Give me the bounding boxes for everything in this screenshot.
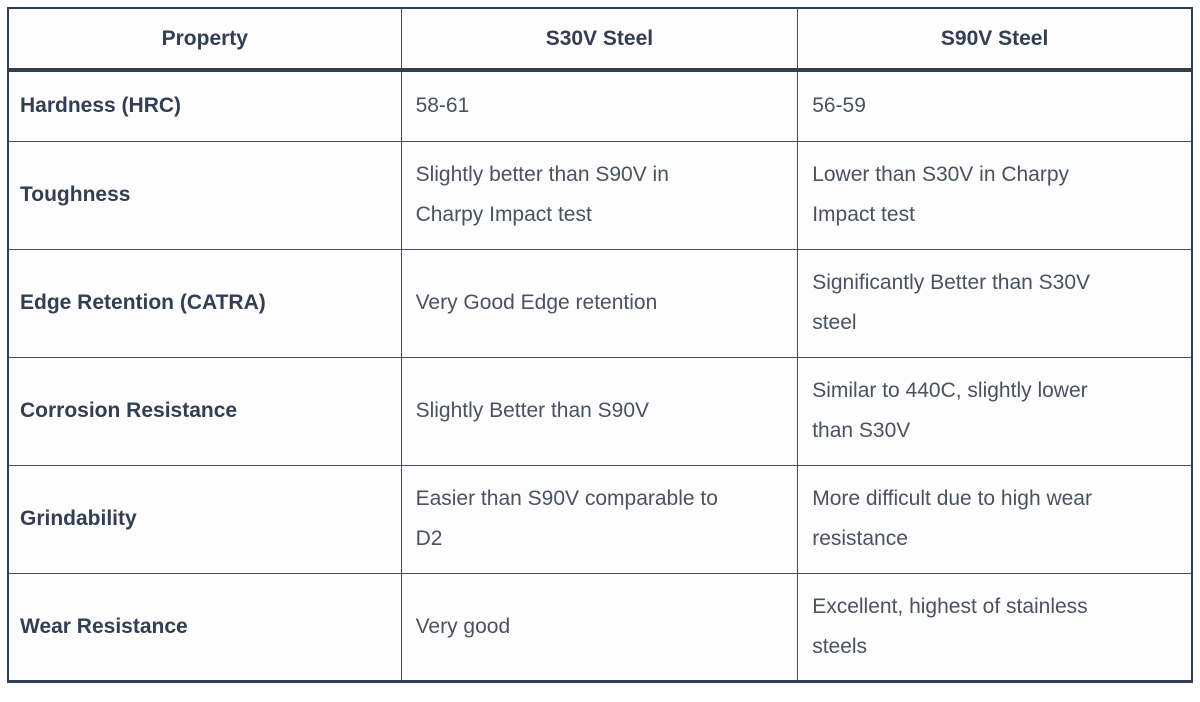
table-row-edge-retention: Edge Retention (CATRA) Very Good Edge re… — [7, 248, 1193, 358]
table-row-grindability: Grindability Easier than S90V comparable… — [7, 464, 1193, 574]
s30v-cell: 58-61 — [400, 69, 799, 142]
s90v-cell: Excellent, highest of stainless steels — [797, 572, 1193, 682]
table-row-corrosion-resistance: Corrosion Resistance Slightly Better tha… — [7, 356, 1193, 466]
table-row-hardness: Hardness (HRC) 58-61 56-59 — [7, 69, 1193, 142]
property-cell: Edge Retention (CATRA) — [7, 248, 402, 358]
s30v-cell: Slightly Better than S90V — [400, 356, 799, 466]
property-cell: Corrosion Resistance — [7, 356, 402, 466]
s30v-cell: Very Good Edge retention — [400, 248, 799, 358]
s90v-cell: Lower than S30V in Charpy Impact test — [797, 140, 1193, 250]
s90v-cell: More difficult due to high wear resistan… — [797, 464, 1193, 574]
s90v-cell: 56-59 — [797, 69, 1193, 142]
table-row-wear-resistance: Wear Resistance Very good Excellent, hig… — [7, 572, 1193, 682]
column-header-property: Property — [7, 7, 402, 72]
property-cell: Wear Resistance — [7, 572, 402, 682]
property-cell: Toughness — [7, 140, 402, 250]
steel-comparison-table: Property S30V Steel S90V Steel Hardness … — [7, 7, 1193, 683]
s30v-cell: Slightly better than S90V in Charpy Impa… — [400, 140, 799, 250]
column-header-s90v: S90V Steel — [797, 7, 1193, 72]
s90v-cell: Similar to 440C, slightly lower than S30… — [797, 356, 1193, 466]
s30v-cell: Very good — [400, 572, 799, 682]
s90v-cell: Significantly Better than S30V steel — [797, 248, 1193, 358]
s30v-cell: Easier than S90V comparable to D2 — [400, 464, 799, 574]
property-cell: Grindability — [7, 464, 402, 574]
table-row-toughness: Toughness Slightly better than S90V in C… — [7, 140, 1193, 250]
header-row: Property S30V Steel S90V Steel — [7, 7, 1193, 72]
column-header-s30v: S30V Steel — [400, 7, 799, 72]
property-cell: Hardness (HRC) — [7, 69, 402, 142]
